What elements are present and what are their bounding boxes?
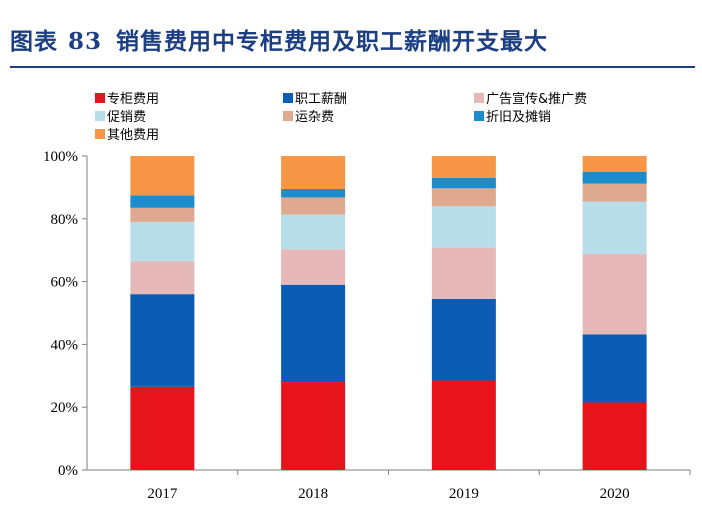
x-tick-label: 2019: [449, 486, 479, 502]
legend-swatch: [95, 93, 105, 103]
bar-segment: [281, 188, 346, 198]
y-tick-label: 20%: [51, 400, 79, 416]
bar-segment: [582, 156, 647, 172]
title-text: 销售费用中专柜费用及职工薪酬开支最大: [116, 28, 549, 55]
bar-segment: [130, 207, 195, 222]
y-tick-label: 100%: [43, 149, 78, 165]
bar-segment: [582, 183, 647, 202]
bar-segment: [431, 156, 496, 178]
bar-segment: [431, 177, 496, 189]
bar-segment: [281, 249, 346, 285]
legend-swatch: [95, 111, 105, 121]
legend-label: 广告宣传&推广费: [486, 91, 587, 107]
legend-swatch: [95, 129, 105, 139]
bar-segment: [582, 201, 647, 254]
bar-segment: [130, 156, 195, 196]
legend-label: 折旧及摊销: [486, 110, 551, 125]
y-tick-label: 80%: [51, 212, 79, 228]
bar-segment: [431, 206, 496, 248]
y-tick-label: 40%: [51, 337, 79, 353]
x-tick-label: 2017: [147, 486, 178, 502]
bar-segment: [431, 188, 496, 207]
bar-segment: [281, 284, 346, 383]
title-prefix: 图表: [10, 28, 58, 55]
bar-segment: [281, 214, 346, 250]
legend-label: 专柜费用: [107, 92, 159, 107]
legend-swatch: [474, 111, 484, 121]
legend-label: 其他费用: [107, 128, 159, 143]
bar-segment: [431, 298, 496, 381]
bar-segment: [582, 253, 647, 335]
y-tick-label: 60%: [51, 275, 79, 291]
bar-segment: [431, 380, 496, 470]
title-number: 83: [68, 28, 103, 55]
bar-segment: [431, 247, 496, 299]
chart-title: 图表 83 销售费用中专柜费用及职工薪酬开支最大: [10, 22, 548, 56]
bar-segment: [130, 386, 195, 470]
legend-label: 促销费: [107, 110, 146, 125]
bar-segment: [281, 382, 346, 470]
legend-swatch: [283, 93, 293, 103]
bar-segment: [281, 156, 346, 189]
bar-segment: [130, 195, 195, 208]
title-divider: [10, 66, 695, 68]
x-tick-label: 2020: [600, 486, 630, 502]
y-tick-label: 0%: [58, 463, 78, 479]
bar-segment: [582, 334, 647, 403]
x-tick-label: 2018: [298, 486, 328, 502]
bar-segment: [582, 171, 647, 184]
legend-swatch: [474, 93, 484, 103]
legend-label: 运杂费: [295, 110, 334, 125]
bar-segment: [130, 294, 195, 387]
legend-label: 职工薪酬: [295, 92, 347, 107]
bar-segment: [582, 402, 647, 470]
bar-segment: [130, 221, 195, 262]
legend-swatch: [283, 111, 293, 121]
bar-segment: [130, 261, 195, 295]
bar-segment: [281, 197, 346, 215]
